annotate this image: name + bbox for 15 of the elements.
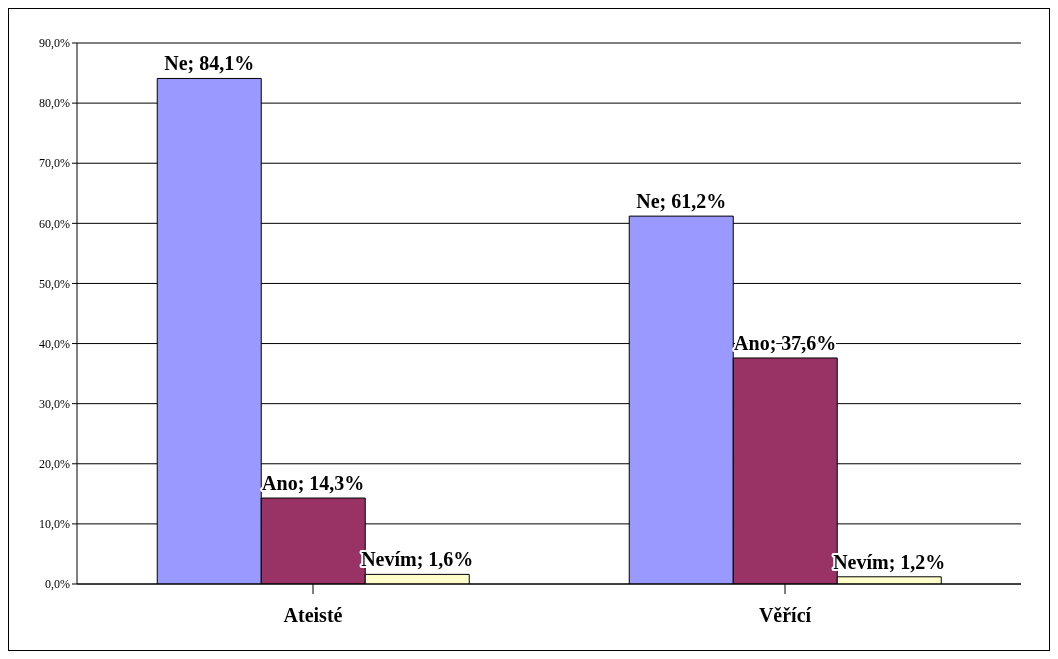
data-label: Ne; 61,2% — [636, 190, 727, 213]
y-tick-label: 90,0% — [39, 36, 70, 51]
y-tick-label: 80,0% — [39, 96, 70, 111]
x-tick-label: Ateisté — [283, 604, 343, 627]
data-label: Ne; 84,1% — [164, 52, 255, 75]
y-tick-label: 60,0% — [39, 216, 70, 231]
y-tick-label: 10,0% — [39, 517, 70, 532]
x-tick-label: Věřící — [758, 604, 812, 627]
y-tick-label: 70,0% — [39, 156, 70, 171]
y-tick-label: 0,0% — [45, 577, 70, 592]
y-tick-label: 50,0% — [39, 276, 70, 291]
data-label: Ano; 14,3% — [262, 472, 365, 495]
y-tick-label: 20,0% — [39, 457, 70, 472]
y-tick-label: 40,0% — [39, 336, 70, 351]
y-tick-label: 30,0% — [39, 396, 70, 411]
